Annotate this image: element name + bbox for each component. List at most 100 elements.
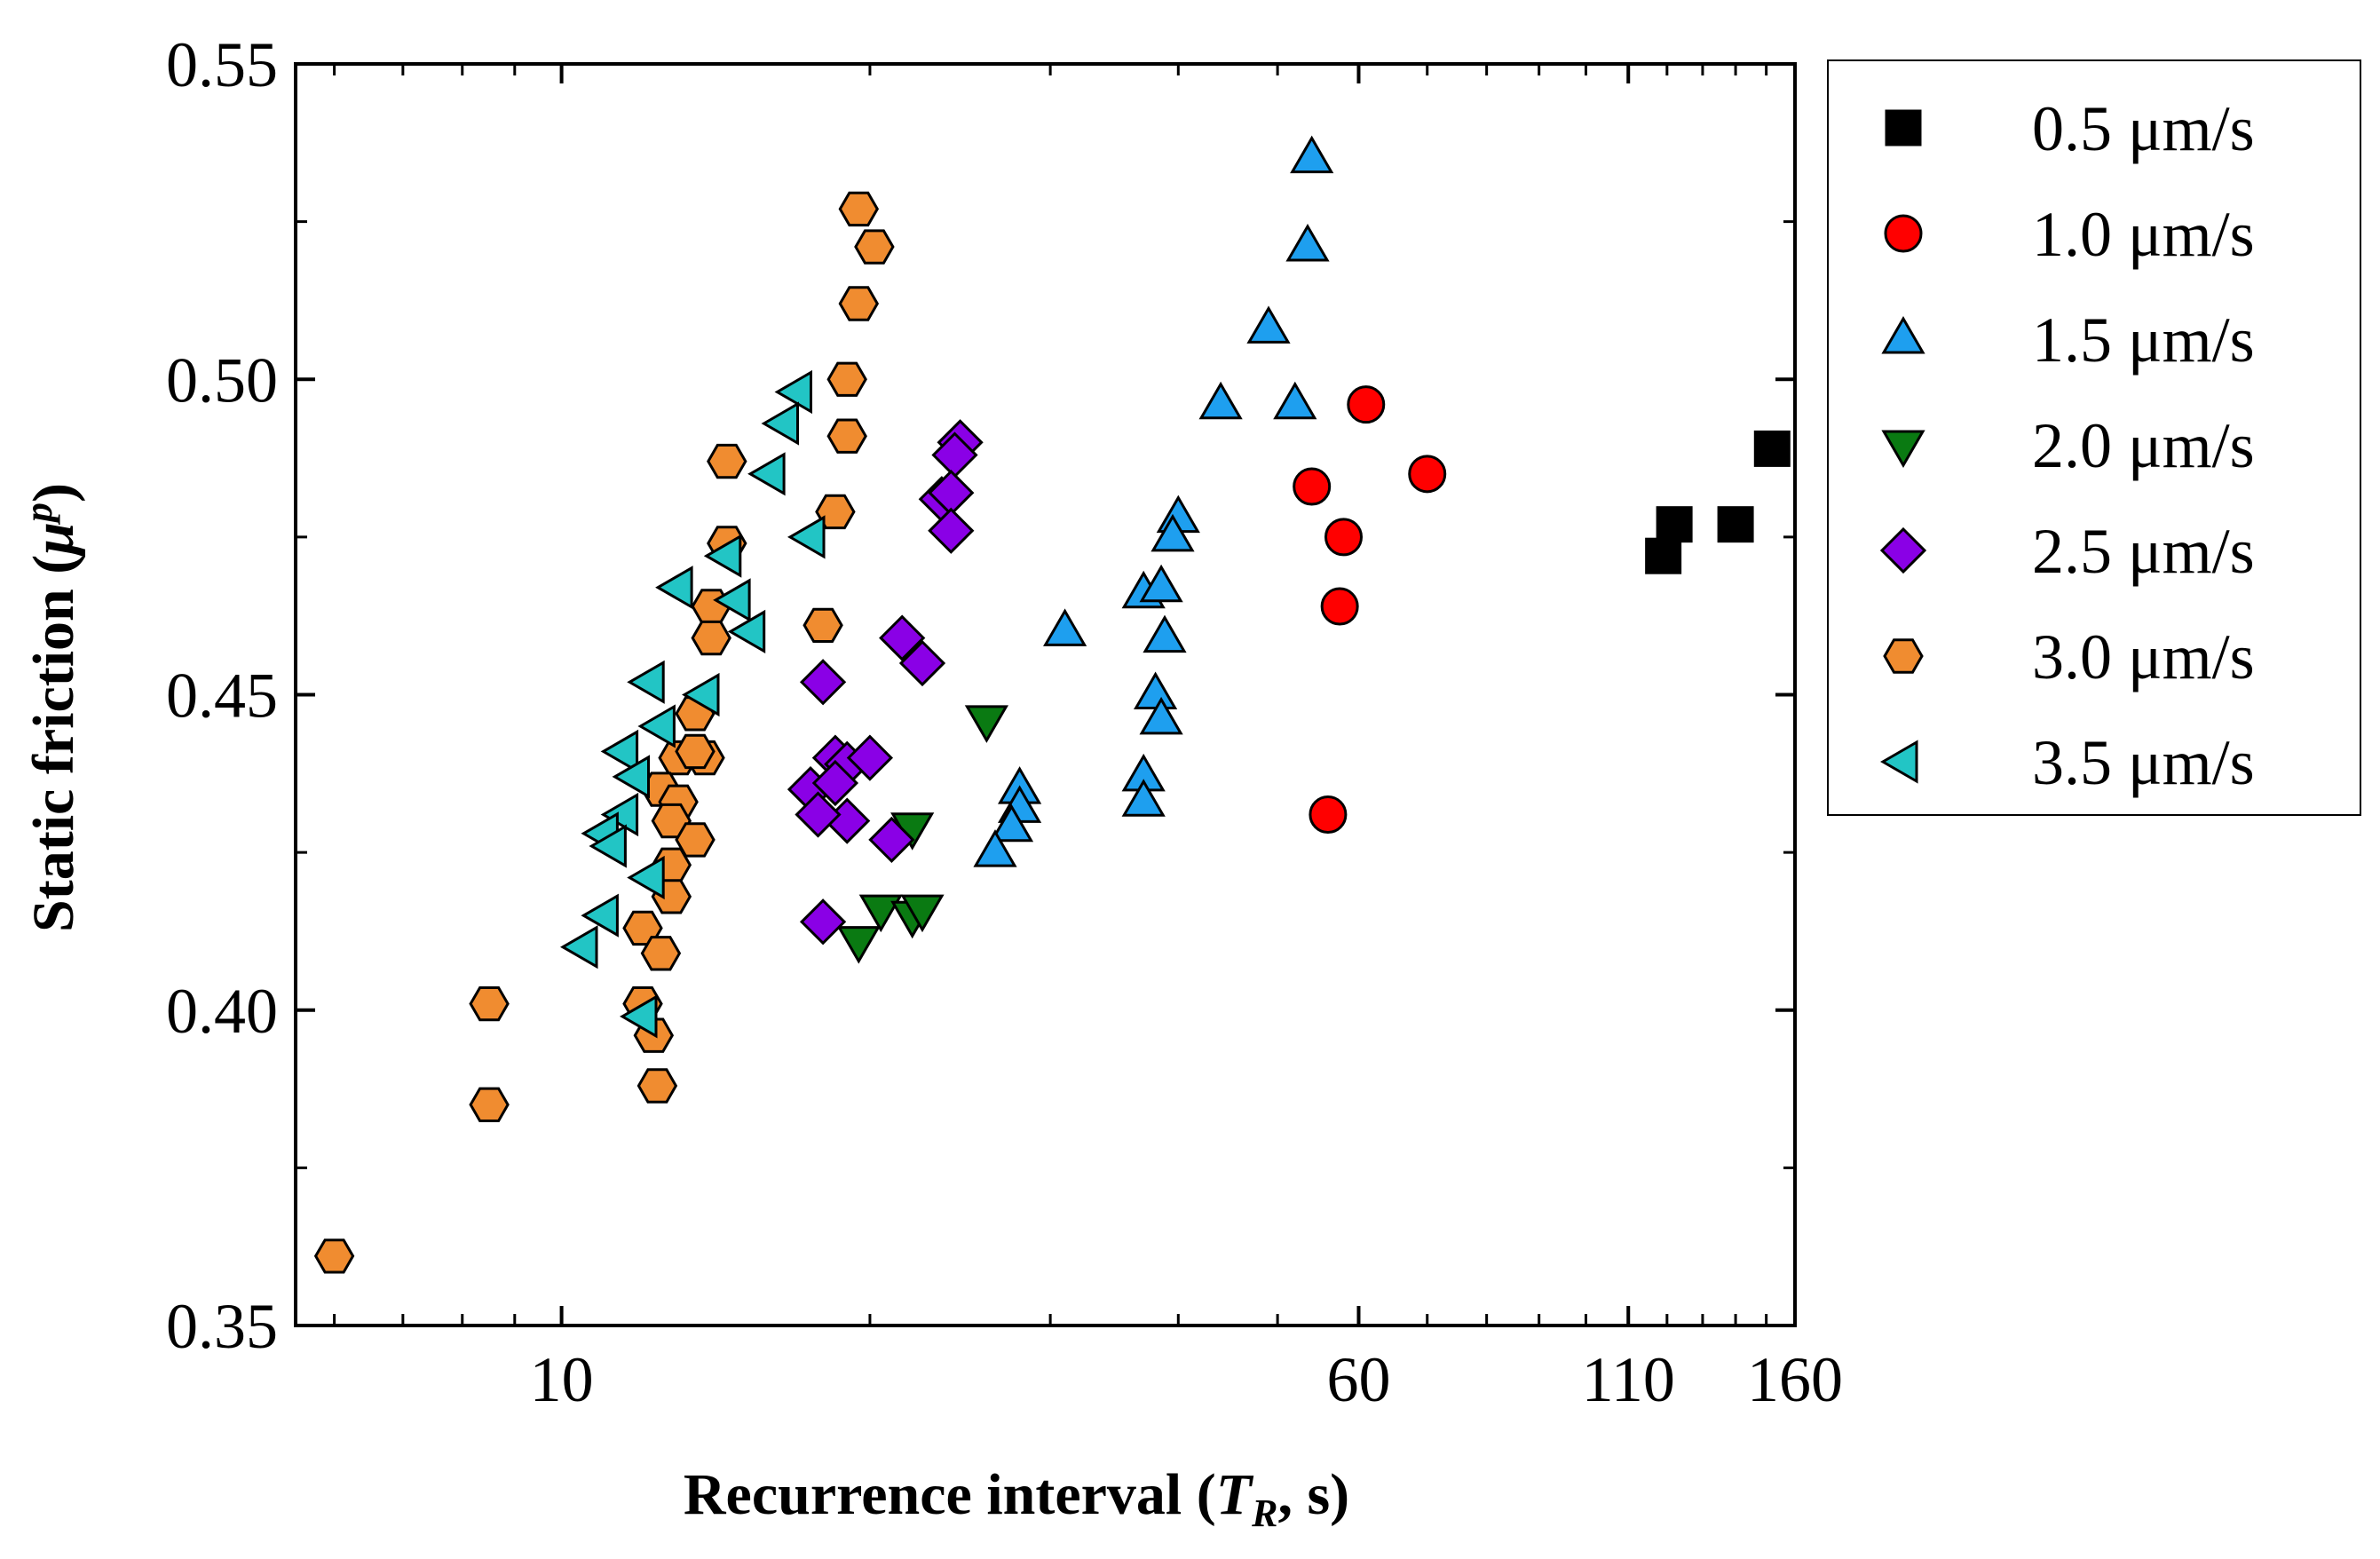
- data-point: [675, 822, 716, 858]
- plot-frame: [294, 62, 1797, 1327]
- data-point: [795, 791, 842, 838]
- data-point: [627, 660, 665, 704]
- data-point: [879, 614, 926, 661]
- series-5: [313, 191, 895, 1274]
- series-4: [787, 419, 984, 946]
- data-point: [1143, 614, 1187, 653]
- legend-label: 1.0 μm/s: [2032, 199, 2255, 270]
- data-point: [846, 734, 894, 781]
- data-point: [815, 494, 856, 530]
- data-point: [637, 704, 676, 748]
- data-point: [836, 926, 881, 964]
- data-point: [469, 986, 510, 1022]
- data-point: [1408, 455, 1447, 494]
- legend-marker: [1881, 430, 1925, 468]
- x-axis-title-suffix: , s): [1277, 1462, 1349, 1527]
- data-point: [600, 792, 639, 837]
- data-point: [600, 729, 639, 774]
- data-point: [787, 515, 826, 559]
- legend-marker: [1884, 214, 1923, 253]
- data-point: [989, 803, 1034, 843]
- legend-label: 2.5 μm/s: [2032, 516, 2255, 587]
- data-point: [1121, 779, 1166, 817]
- data-point: [627, 855, 665, 900]
- legend-marker: [1883, 638, 1924, 674]
- data-point: [747, 452, 786, 496]
- data-point: [691, 620, 731, 656]
- data-point: [703, 534, 742, 578]
- x-tick-label: 60: [1326, 1344, 1390, 1415]
- data-point: [838, 191, 880, 227]
- y-axis-title-prefix: Static friction (: [21, 555, 86, 932]
- data-point: [838, 286, 880, 321]
- data-point: [620, 994, 658, 1039]
- legend-marker: [1881, 316, 1925, 354]
- data-point: [1139, 564, 1183, 603]
- data-point: [858, 894, 903, 933]
- y-tick-label: 0.50: [166, 344, 278, 415]
- series-1: [1293, 385, 1447, 834]
- data-point: [1753, 430, 1791, 467]
- data-point: [560, 925, 598, 969]
- data-point: [1717, 506, 1754, 543]
- data-point: [868, 816, 915, 864]
- data-point: [803, 607, 843, 643]
- data-point: [898, 639, 946, 687]
- data-point: [1656, 506, 1693, 543]
- legend-marker: [1880, 740, 1918, 784]
- data-point: [675, 733, 716, 770]
- series-6: [560, 369, 826, 1039]
- data-point: [761, 401, 799, 446]
- data-point: [1645, 537, 1682, 574]
- y-tick-label: 0.40: [166, 976, 278, 1047]
- data-point: [1309, 795, 1348, 834]
- y-axis-title-suffix: ): [21, 483, 86, 503]
- data-point: [854, 229, 895, 265]
- data-point: [928, 507, 975, 554]
- data-point: [727, 609, 766, 654]
- x-tick-label: 10: [530, 1344, 594, 1415]
- x-axis-title-prefix: Recurrence interval (: [684, 1462, 1216, 1527]
- x-tick-label: 160: [1747, 1344, 1843, 1415]
- data-point: [826, 361, 867, 397]
- data-point: [811, 759, 859, 807]
- data-point: [900, 894, 945, 933]
- series-3: [836, 705, 1009, 964]
- legend-label: 0.5 μm/s: [2032, 93, 2255, 164]
- data-point: [713, 578, 751, 622]
- data-point: [1324, 518, 1363, 557]
- data-point: [1273, 381, 1317, 420]
- legend-marker: [1885, 109, 1922, 146]
- data-point: [469, 1087, 510, 1122]
- legend-label: 1.5 μm/s: [2032, 305, 2255, 376]
- y-tick-label: 0.55: [166, 29, 278, 100]
- data-point: [1150, 513, 1195, 552]
- data-point: [799, 898, 847, 946]
- data-point: [655, 566, 693, 610]
- data-point: [774, 369, 812, 415]
- data-point: [1133, 671, 1178, 709]
- data-point: [581, 893, 619, 938]
- series-2: [973, 135, 1334, 867]
- data-point: [1139, 696, 1183, 735]
- data-point: [826, 418, 867, 454]
- x-axis-title-sub: R: [1251, 1492, 1277, 1535]
- data-point: [1290, 135, 1334, 174]
- data-point: [1347, 385, 1386, 424]
- data-point: [637, 1068, 678, 1104]
- y-tick-label: 0.45: [166, 661, 278, 732]
- legend-label: 2.0 μm/s: [2032, 410, 2255, 481]
- data-point: [612, 755, 650, 799]
- data-point: [1198, 381, 1243, 420]
- legend-label: 3.0 μm/s: [2032, 621, 2255, 692]
- data-point: [682, 672, 720, 717]
- data-point: [589, 824, 627, 868]
- legend-label: 3.5 μm/s: [2032, 727, 2255, 798]
- data-point: [1042, 608, 1087, 646]
- x-axis-title: Recurrence interval (TR, s): [684, 1462, 1349, 1535]
- data-point: [640, 936, 682, 971]
- y-axis-title: Static friction (μp): [17, 483, 86, 932]
- x-axis-title-var: T: [1216, 1462, 1254, 1527]
- data-point: [707, 443, 747, 479]
